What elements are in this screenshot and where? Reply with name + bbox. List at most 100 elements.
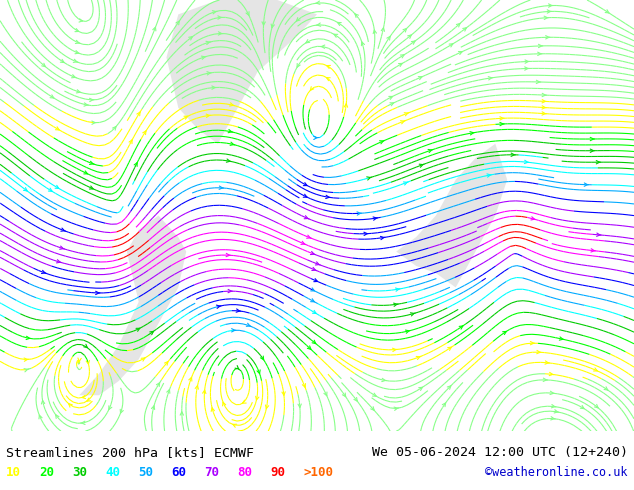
FancyArrowPatch shape [394,303,398,306]
Polygon shape [79,216,186,395]
FancyArrowPatch shape [357,212,361,215]
FancyArrowPatch shape [301,241,306,245]
Text: 20: 20 [39,466,55,479]
FancyArrowPatch shape [218,32,223,35]
FancyArrowPatch shape [531,217,536,220]
FancyArrowPatch shape [48,188,52,192]
FancyArrowPatch shape [302,384,306,387]
FancyArrowPatch shape [212,86,216,89]
FancyArrowPatch shape [552,405,556,408]
FancyArrowPatch shape [543,378,548,381]
Text: 60: 60 [171,466,186,479]
FancyArrowPatch shape [247,323,251,326]
FancyArrowPatch shape [304,216,309,219]
Text: 10: 10 [6,466,22,479]
FancyArrowPatch shape [212,11,217,14]
FancyArrowPatch shape [324,392,327,396]
FancyArrowPatch shape [580,405,584,409]
FancyArrowPatch shape [89,161,94,165]
FancyArrowPatch shape [233,424,236,427]
FancyArrowPatch shape [525,67,529,70]
FancyArrowPatch shape [84,344,87,348]
FancyArrowPatch shape [207,72,212,75]
FancyArrowPatch shape [373,393,376,396]
FancyArrowPatch shape [487,174,491,177]
FancyArrowPatch shape [84,103,89,106]
FancyArrowPatch shape [387,36,390,40]
FancyArrowPatch shape [228,129,233,133]
FancyArrowPatch shape [235,366,238,369]
FancyArrowPatch shape [404,113,409,116]
FancyArrowPatch shape [84,171,87,174]
FancyArrowPatch shape [23,188,27,191]
FancyArrowPatch shape [405,330,410,333]
FancyArrowPatch shape [326,195,330,198]
FancyArrowPatch shape [381,28,384,31]
FancyArrowPatch shape [176,21,179,25]
FancyArrowPatch shape [219,186,224,189]
FancyArrowPatch shape [76,90,81,93]
FancyArrowPatch shape [307,346,311,349]
FancyArrowPatch shape [242,400,246,403]
FancyArrowPatch shape [184,116,188,119]
FancyArrowPatch shape [206,114,210,118]
Polygon shape [166,0,317,144]
FancyArrowPatch shape [223,402,226,406]
FancyArrowPatch shape [79,19,82,22]
FancyArrowPatch shape [312,340,316,343]
FancyArrowPatch shape [307,235,311,238]
FancyArrowPatch shape [364,232,368,236]
FancyArrowPatch shape [459,326,463,329]
FancyArrowPatch shape [544,16,548,20]
FancyArrowPatch shape [165,362,168,365]
FancyArrowPatch shape [559,337,564,340]
FancyArrowPatch shape [311,288,314,291]
FancyArrowPatch shape [500,122,504,126]
FancyArrowPatch shape [61,228,66,231]
FancyArrowPatch shape [418,76,422,79]
FancyArrowPatch shape [72,74,76,78]
FancyArrowPatch shape [320,45,325,49]
FancyArrowPatch shape [246,12,249,15]
FancyArrowPatch shape [401,121,405,124]
Text: 50: 50 [138,466,153,479]
FancyArrowPatch shape [456,24,460,27]
Text: >100: >100 [303,466,333,479]
FancyArrowPatch shape [271,24,275,28]
FancyArrowPatch shape [366,177,372,180]
FancyArrowPatch shape [403,182,408,185]
FancyArrowPatch shape [75,50,80,54]
FancyArrowPatch shape [24,358,29,361]
FancyArrowPatch shape [120,409,123,413]
FancyArrowPatch shape [143,131,146,135]
FancyArrowPatch shape [525,60,529,63]
FancyArrowPatch shape [56,415,59,418]
FancyArrowPatch shape [593,368,597,371]
FancyArrowPatch shape [60,59,64,63]
FancyArrowPatch shape [129,140,132,144]
FancyArrowPatch shape [153,27,156,31]
FancyArrowPatch shape [56,260,61,263]
FancyArrowPatch shape [55,127,59,130]
FancyArrowPatch shape [547,10,552,13]
FancyArrowPatch shape [524,160,529,164]
FancyArrowPatch shape [230,103,235,106]
FancyArrowPatch shape [545,361,550,364]
FancyArrowPatch shape [503,331,507,335]
FancyArrowPatch shape [211,408,214,412]
FancyArrowPatch shape [303,194,307,197]
FancyArrowPatch shape [150,331,153,335]
FancyArrowPatch shape [297,18,300,21]
FancyArrowPatch shape [313,310,316,314]
FancyArrowPatch shape [24,368,29,372]
FancyArrowPatch shape [203,390,206,393]
FancyArrowPatch shape [41,400,45,404]
FancyArrowPatch shape [399,63,402,67]
FancyArrowPatch shape [408,35,411,38]
FancyArrowPatch shape [596,161,600,164]
FancyArrowPatch shape [531,342,534,345]
FancyArrowPatch shape [50,95,54,98]
FancyArrowPatch shape [551,416,555,420]
FancyArrowPatch shape [113,126,116,130]
FancyArrowPatch shape [511,153,515,156]
